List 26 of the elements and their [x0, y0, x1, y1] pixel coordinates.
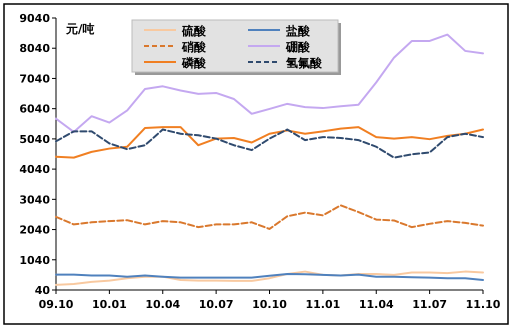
y-tick-label: 8040	[19, 42, 50, 56]
x-tick-label: 11.01	[305, 298, 340, 311]
y-tick-label: 1040	[19, 254, 50, 267]
y-tick-label: 2040	[19, 224, 50, 237]
legend-label: 硫酸	[181, 24, 207, 38]
y-tick-label: 40	[34, 284, 50, 297]
x-tick-label: 09.10	[38, 298, 74, 311]
x-tick-label: 11.10	[466, 298, 501, 311]
legend-label: 硼酸	[285, 40, 311, 54]
y-tick-label: 9040	[19, 12, 50, 25]
y-tick-label: 6040	[19, 102, 50, 116]
legend-label: 磷酸	[181, 56, 207, 70]
y-tick-label: 5040	[19, 132, 50, 146]
x-tick-label: 10.01	[92, 298, 127, 311]
x-tick-label: 11.04	[358, 298, 394, 311]
x-tick-label: 10.10	[252, 298, 288, 311]
legend-label: 盐酸	[285, 24, 311, 38]
legend-label: 氢氟酸	[285, 56, 323, 70]
y-tick-label: 4040	[19, 163, 50, 176]
x-tick-label: 10.07	[198, 298, 234, 311]
y-tick-label: 7040	[19, 72, 50, 86]
x-tick-label: 11.07	[412, 298, 448, 311]
y-tick-label: 3040	[19, 193, 50, 206]
legend-label: 硝酸	[181, 40, 207, 54]
x-tick-label: 10.04	[145, 298, 180, 311]
y-axis-title: 元/吨	[65, 22, 94, 36]
